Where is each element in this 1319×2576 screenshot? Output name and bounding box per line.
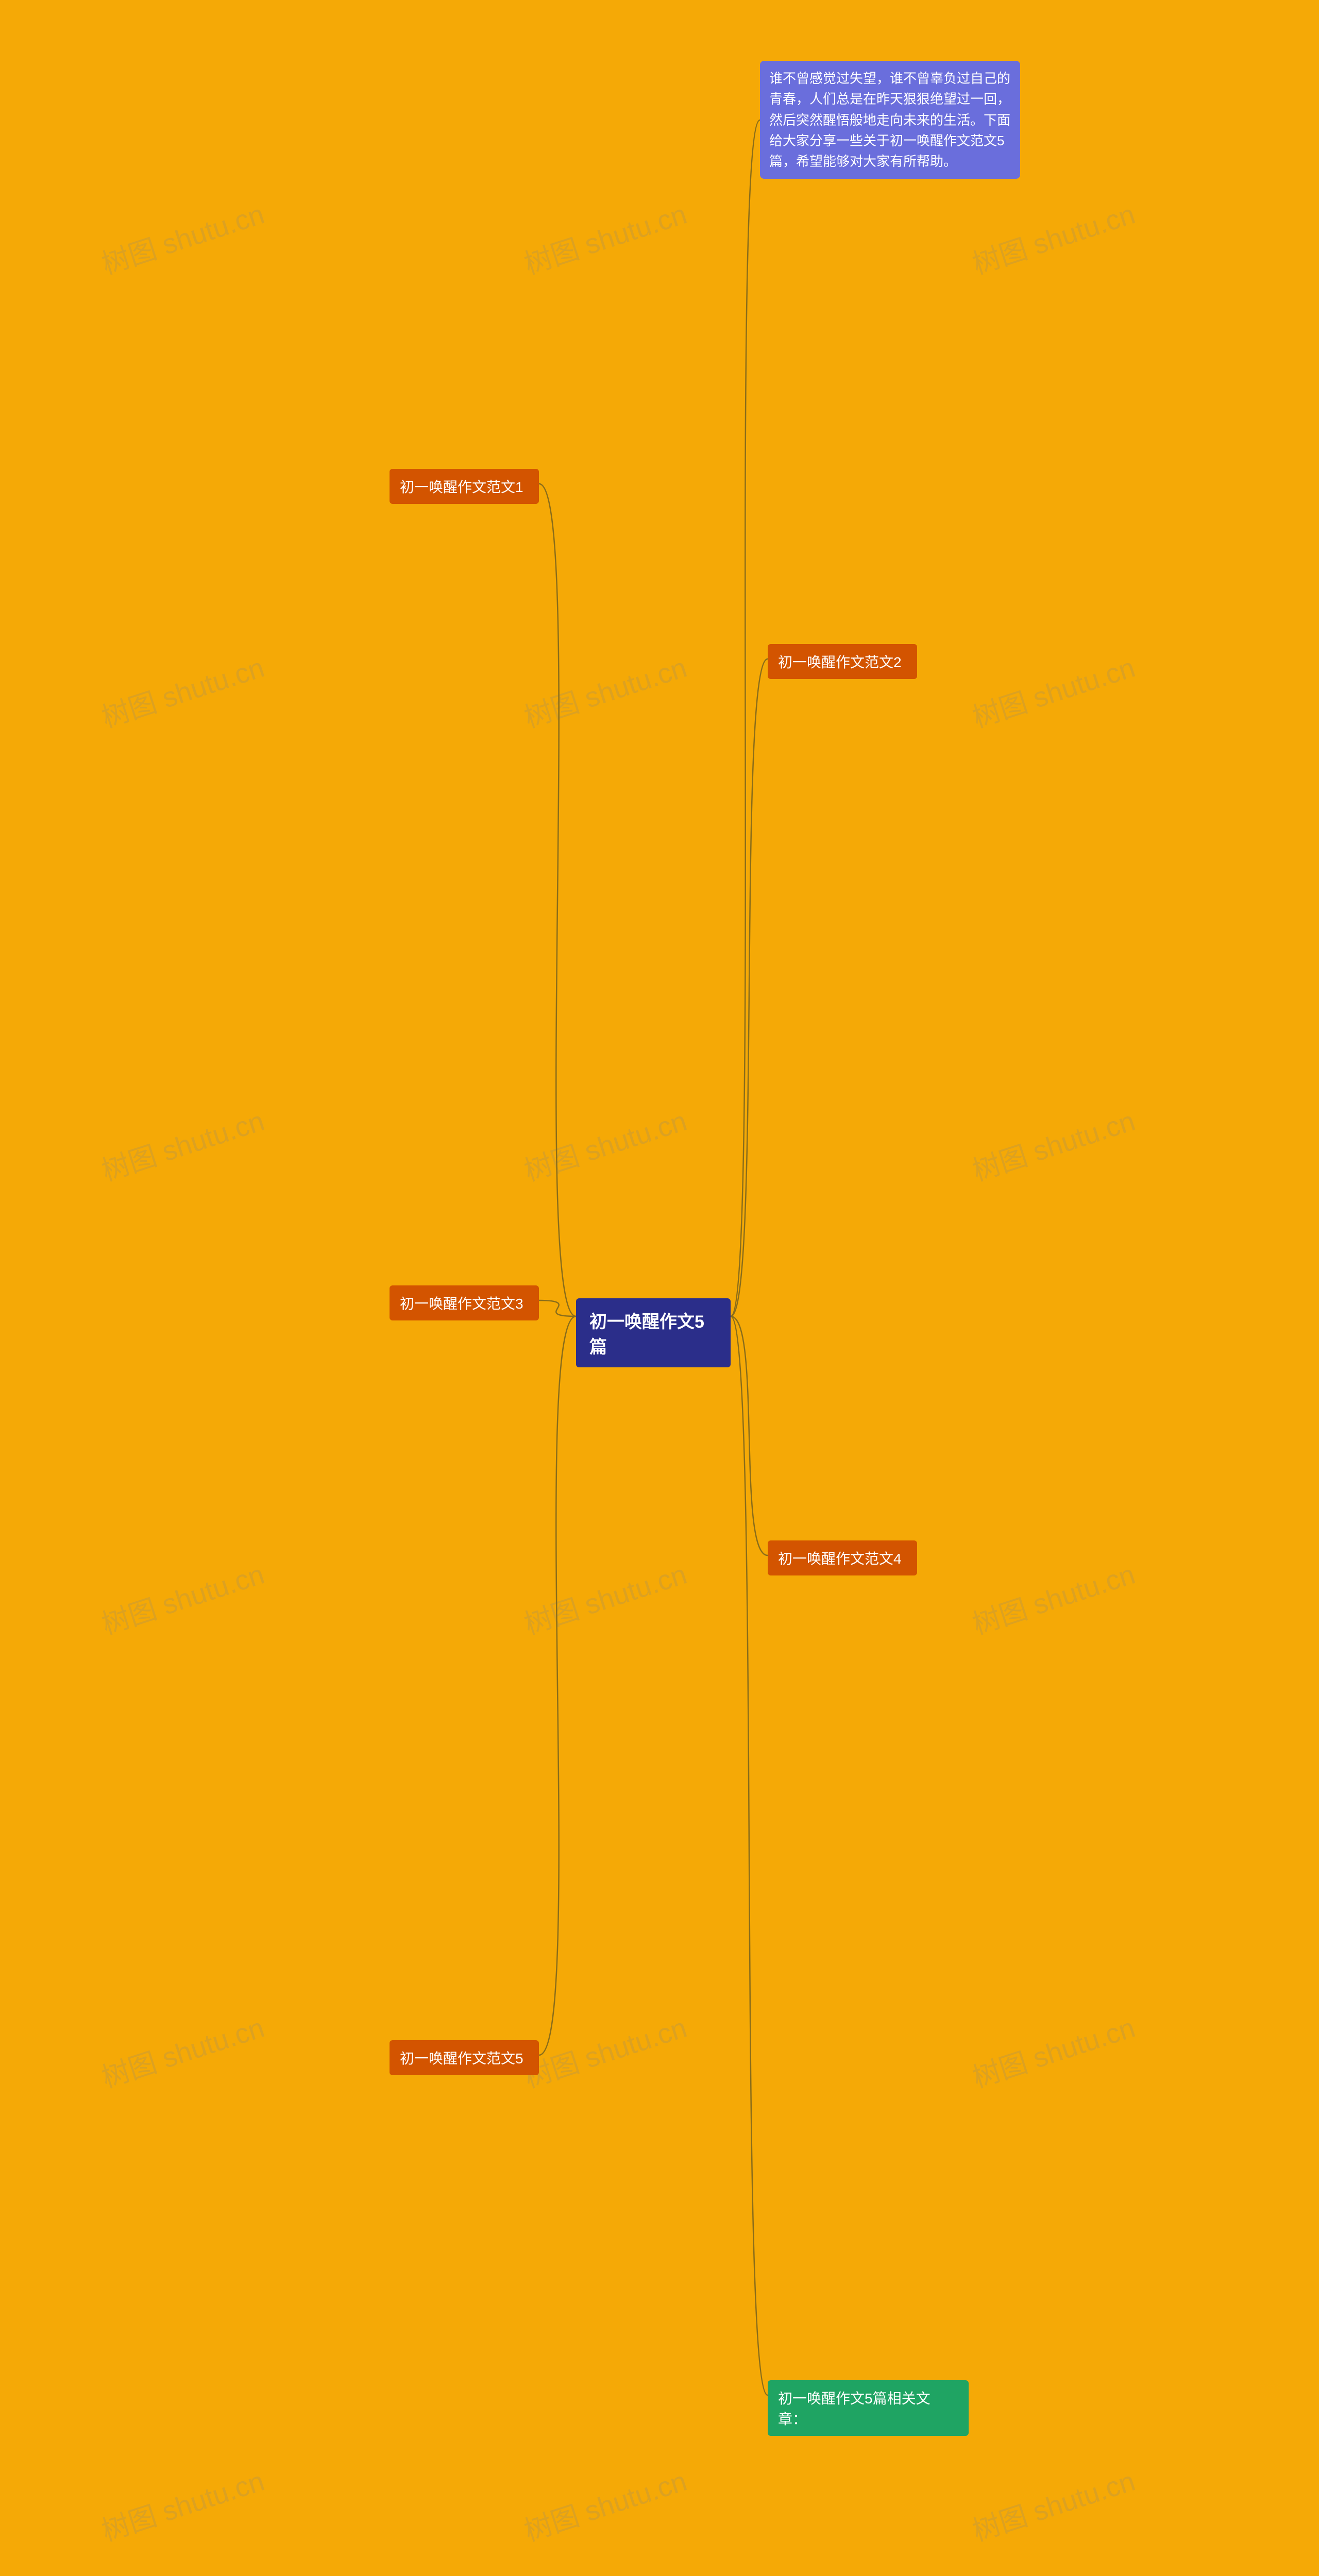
branch-1: 初一唤醒作文范文1 [390, 469, 539, 504]
branch-4: 初一唤醒作文范文4 [768, 1540, 917, 1575]
branch-2: 初一唤醒作文范文2 [768, 644, 917, 679]
canvas-bg [0, 0, 1319, 2576]
root-node: 初一唤醒作文5篇 [576, 1298, 731, 1367]
intro-node: 谁不曾感觉过失望，谁不曾辜负过自己的青春，人们总是在昨天狠狠绝望过一回，然后突然… [760, 61, 1020, 179]
branch-3: 初一唤醒作文范文3 [390, 1285, 539, 1320]
branch-5: 初一唤醒作文范文5 [390, 2040, 539, 2075]
branch-related: 初一唤醒作文5篇相关文章： [768, 2380, 969, 2436]
